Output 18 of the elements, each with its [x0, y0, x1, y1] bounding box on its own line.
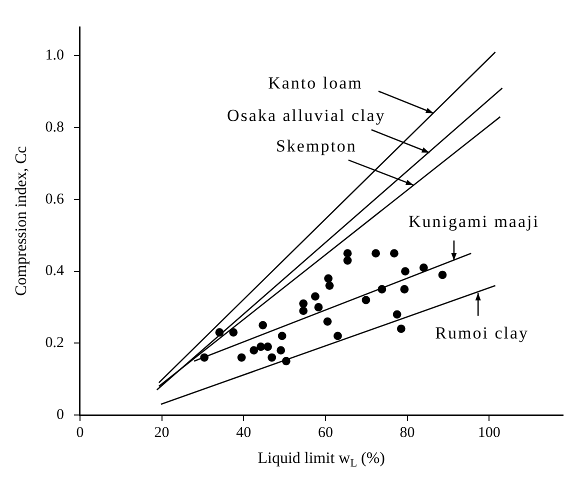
y-tick-label: 0.8 [45, 120, 64, 136]
y-axis-title: Compression index, Cc [12, 146, 30, 296]
annotation: Osaka alluvial clay [227, 106, 386, 126]
annotation: Kunigami maaji [408, 212, 540, 231]
x-tick-label: 40 [236, 424, 252, 441]
y-tick-label: 1.0 [45, 48, 64, 64]
y-tick-label: 0 [56, 406, 64, 423]
x-tick-label: 20 [154, 424, 170, 441]
x-tick-label: 60 [318, 424, 333, 441]
x-tick-label: 100 [478, 424, 500, 441]
y-tick-label: 0.6 [45, 191, 64, 208]
y-tick-label: 0.2 [45, 335, 64, 352]
y-tick-label: 0.4 [45, 263, 64, 280]
annotation: Rumoi clay [435, 323, 530, 342]
annotation: Skempton [276, 136, 357, 156]
x-tick-label: 0 [76, 424, 84, 441]
x-tick-label: 80 [400, 424, 415, 441]
annotation: Kanto loam [268, 74, 363, 93]
